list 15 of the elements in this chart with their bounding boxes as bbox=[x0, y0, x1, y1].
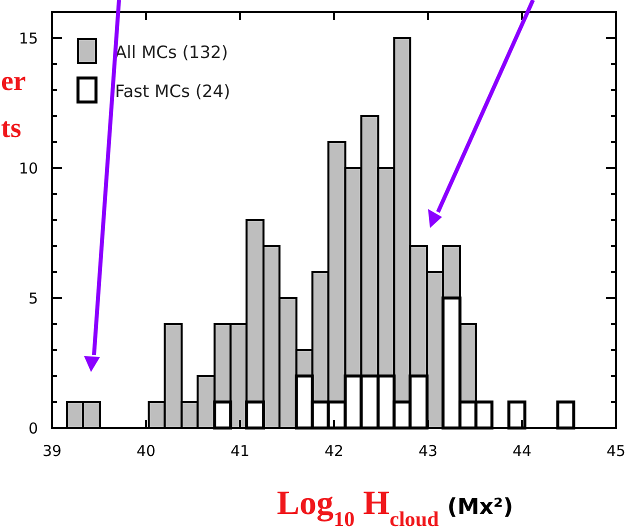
x-tick-label: 43 bbox=[418, 442, 438, 460]
text: ts bbox=[1, 113, 22, 144]
x-axis-title: Log$_{10}$ H$_{cloud}$ (Mx²) bbox=[276, 485, 514, 527]
y-tick-label: 0 bbox=[28, 419, 38, 438]
x-tick-label: 44 bbox=[512, 442, 532, 460]
text: er bbox=[1, 66, 26, 97]
x-tick-label: 41 bbox=[230, 442, 250, 460]
x-tick-label: 40 bbox=[136, 442, 156, 460]
y-tick-label: 5 bbox=[28, 289, 38, 308]
x-tick-label: 42 bbox=[324, 442, 344, 460]
x-tick-label: 39 bbox=[42, 442, 62, 460]
y-tick-label: 10 bbox=[18, 159, 38, 178]
x-tick-label: 45 bbox=[606, 442, 626, 460]
legend-label: Fast MCs (24) bbox=[115, 82, 230, 102]
y-tick-label: 15 bbox=[18, 29, 38, 48]
